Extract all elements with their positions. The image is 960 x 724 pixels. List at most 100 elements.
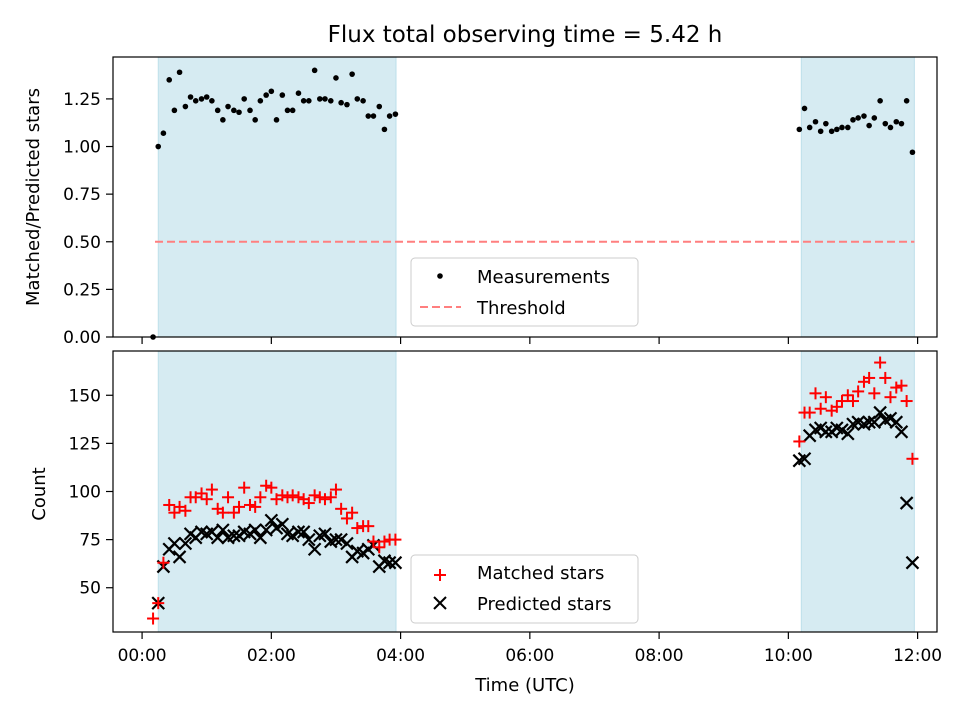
matched-star-point [292, 491, 305, 504]
predicted-star-point [873, 405, 887, 420]
measurement-point [273, 117, 280, 123]
matched-star-point [340, 512, 353, 525]
predicted-star-point [899, 496, 914, 510]
matched-star-point [227, 506, 240, 519]
measurement-point [289, 107, 296, 114]
predicted-star-point [248, 523, 262, 537]
top-yticks-label: 0.25 [63, 280, 101, 300]
predicted-star-point [167, 536, 182, 551]
bottom-y-ticks: 50 75 100 125 150 [69, 386, 113, 599]
measurement-point [247, 107, 253, 114]
measurement-point [214, 107, 221, 114]
predicted-star-point [905, 555, 920, 570]
x-tick-label: 00:00 [118, 646, 167, 666]
matched-star-point [879, 371, 892, 384]
predicted-star-point [275, 517, 290, 531]
matched-star-point [884, 391, 897, 404]
measurement-point [850, 117, 856, 123]
x-tick-label: 12:00 [893, 646, 942, 666]
legend-measurements-marker [437, 273, 443, 279]
predicted-star-point [894, 425, 909, 439]
matched-star-point [313, 491, 326, 504]
matched-star-point [276, 489, 289, 502]
measurement-point [322, 96, 328, 102]
measurement-point [182, 103, 189, 110]
bottom-axes-frame [112, 350, 938, 633]
bot-shade-interval-0 [157, 350, 397, 633]
top-y-ticks: 0.00 0.25 0.50 0.75 1.00 1.25 [63, 90, 113, 348]
legend-predicted-label: Predicted stars [477, 594, 611, 615]
predicted-star-point [172, 550, 187, 564]
measurement-point [823, 120, 829, 127]
matched-star-point [890, 381, 903, 394]
measurement-point [279, 92, 286, 98]
matched-star-points [147, 356, 919, 625]
measurement-point [203, 94, 210, 100]
predicted-star-point [388, 555, 403, 570]
predicted-star-point [883, 411, 898, 426]
measurement-point [354, 96, 361, 102]
predicted-star-point [862, 415, 876, 429]
predicted-star-point [318, 527, 332, 541]
matched-star-point [846, 395, 859, 408]
measurement-point [839, 124, 845, 131]
matched-star-point [265, 481, 278, 494]
predicted-star-point [291, 525, 306, 539]
measurement-point [192, 98, 199, 104]
matched-star-point [809, 387, 822, 400]
measurement-point [311, 67, 318, 74]
measurement-point [284, 107, 291, 114]
measurement-point [236, 109, 242, 116]
measurement-point [806, 124, 813, 131]
predicted-star-point [302, 532, 316, 547]
matched-star-point [168, 506, 181, 519]
measurement-point [855, 115, 861, 121]
matched-star-point [308, 489, 321, 502]
matched-star-point [351, 522, 364, 535]
matched-star-point [852, 385, 865, 398]
measurement-point [349, 71, 355, 77]
measurement-point [176, 69, 183, 76]
predicted-star-point [227, 528, 241, 543]
predicted-star-point [841, 426, 855, 441]
matched-star-point [179, 504, 192, 517]
bottom-panel: 50 75 100 125 150 00:00 02:00 04:00 06:00 08:00 1… [29, 350, 942, 696]
measurement-point [171, 107, 178, 114]
measurement-point [220, 117, 226, 123]
matched-star-point [152, 597, 165, 610]
matched-star-point [147, 612, 160, 625]
matched-star-point [286, 489, 299, 502]
measurement-point [817, 128, 824, 135]
measurement-point [909, 149, 916, 156]
top-panel: 0.00 0.25 0.50 0.75 1.00 1.25 Matched/Predict… [23, 56, 938, 348]
measurement-point [268, 88, 275, 95]
legend-predicted-marker [433, 596, 447, 610]
top-yticks-label: 1.25 [63, 90, 101, 110]
measurement-point [187, 94, 194, 100]
measurement-point [866, 122, 872, 129]
matched-star-point [233, 500, 246, 513]
matched-star-point [900, 395, 913, 408]
measurement-point [365, 113, 372, 119]
bot-yticks-label: 50 [79, 579, 101, 599]
top-yticks-label: 0.75 [63, 185, 101, 205]
matched-star-point [830, 400, 843, 413]
predicted-star-point [835, 423, 849, 437]
top-x-ticks [141, 337, 919, 344]
matched-star-point [814, 402, 827, 415]
matched-star-point [378, 535, 391, 548]
bottom-y-axis-label: Count [29, 467, 50, 520]
x-tick-label: 04:00 [376, 646, 425, 666]
measurement-point [845, 124, 851, 131]
matched-star-point [200, 493, 213, 506]
top-legend: Measurements Threshold [410, 257, 639, 327]
predicted-star-point [797, 452, 812, 466]
top-y-axis-label: Matched/Predicted stars [23, 88, 44, 306]
measurement-point [338, 99, 344, 106]
legend-matched-marker [434, 569, 446, 581]
predicted-star-point [178, 536, 193, 551]
measurement-point [882, 120, 889, 127]
measurement-point [381, 126, 388, 133]
measurement-point [861, 113, 867, 119]
